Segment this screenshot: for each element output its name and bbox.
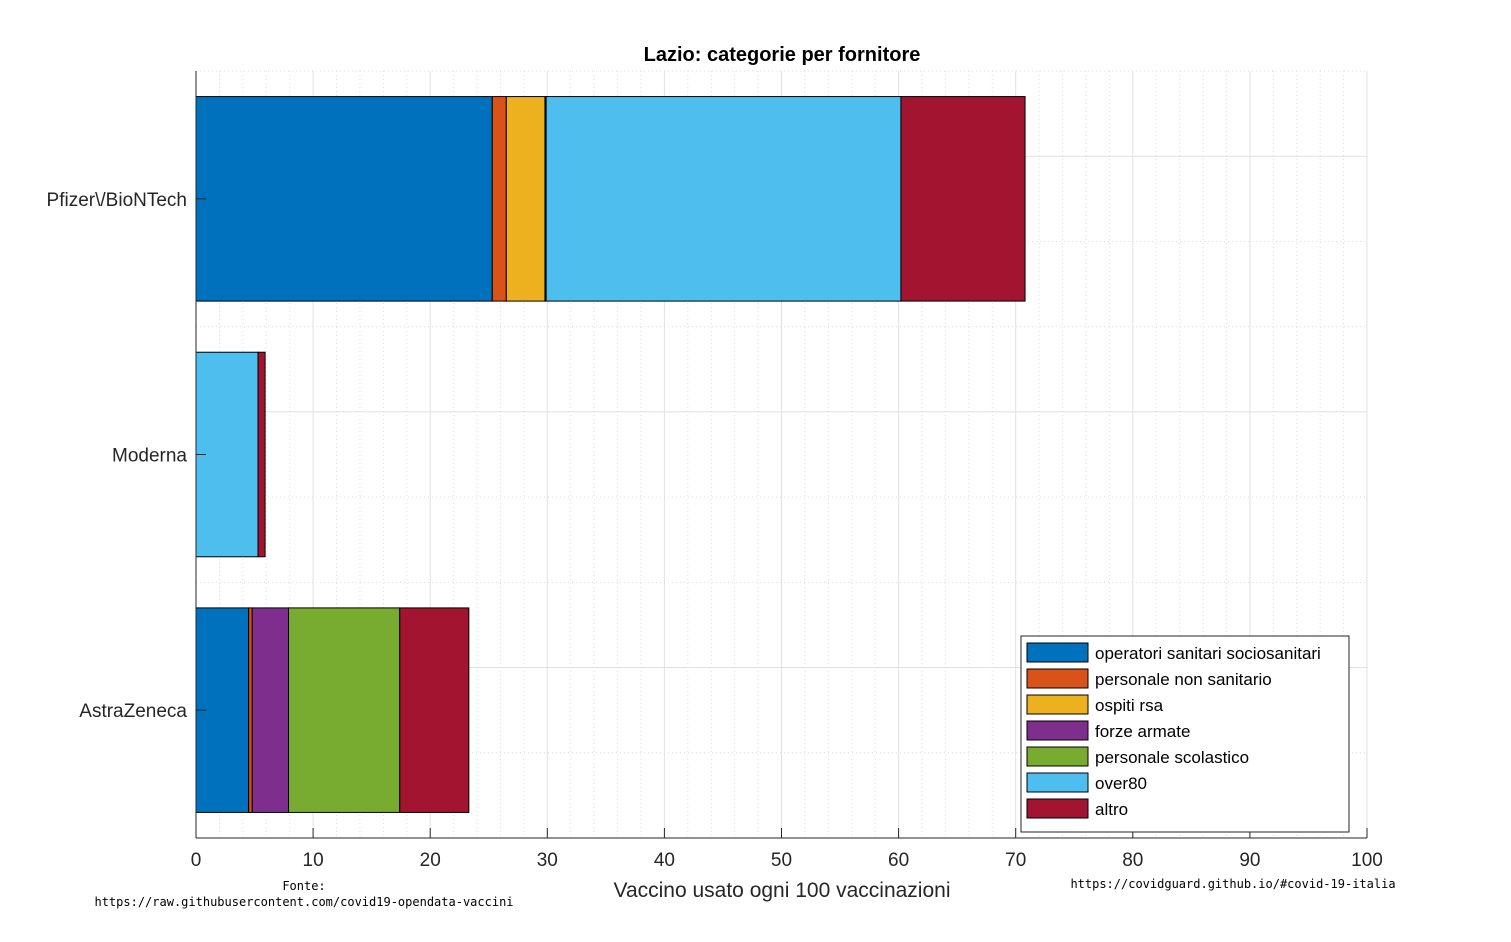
- legend-entry-label: ospiti rsa: [1095, 696, 1164, 715]
- bar-segment: [257, 351, 266, 558]
- legend: operatori sanitari sociosanitari personal…: [1020, 635, 1350, 833]
- x-tick-label: 10: [303, 850, 324, 871]
- source-url: https://raw.githubusercontent.com/covid1…: [94, 895, 513, 909]
- legend-entry-label: altro: [1095, 800, 1128, 819]
- legend-entry-label: over80: [1095, 774, 1147, 793]
- bar-segment: [900, 96, 1026, 302]
- x-tick-label: 90: [1239, 850, 1260, 871]
- axes: [195, 71, 1368, 839]
- bar-segment: [195, 351, 259, 558]
- bar-segment: [195, 96, 493, 302]
- bar-segment: [505, 96, 546, 302]
- y-tick-label: Pfizer\/BioNTech: [47, 190, 187, 211]
- legend-swatch: [1026, 798, 1089, 819]
- legend-entry-label: operatori sanitari sociosanitari: [1095, 644, 1321, 663]
- x-tick-label: 80: [1122, 850, 1143, 871]
- y-tick-label: AstraZeneca: [79, 701, 187, 722]
- y-tick-label: Moderna: [112, 446, 187, 467]
- legend-swatch: [1026, 772, 1089, 793]
- bar-segment: [248, 607, 253, 813]
- bar-segment: [288, 607, 401, 813]
- x-tick-label: 20: [420, 850, 441, 871]
- legend-swatch: [1026, 668, 1089, 689]
- legend-entry-label: personale non sanitario: [1095, 670, 1272, 689]
- bars: [195, 96, 1026, 813]
- x-axis-label: Vaccino usato ogni 100 vaccinazioni: [614, 879, 951, 902]
- x-tick-label: 50: [771, 850, 792, 871]
- bar-segment: [399, 607, 470, 813]
- x-tick-label: 40: [654, 850, 675, 871]
- x-tick-label: 0: [191, 850, 202, 871]
- legend-swatch: [1026, 642, 1089, 663]
- tick-labels: 0 10 20 30 40 50 60 70 80 90 100 Pfizer\/BioNTech Mo…: [47, 190, 1383, 871]
- legend-swatch: [1026, 720, 1089, 741]
- site-url: https://covidguard.github.io/#covid-19-i…: [1070, 877, 1395, 891]
- legend-swatch: [1026, 694, 1089, 715]
- legend-entry-label: personale scolastico: [1095, 748, 1249, 767]
- legend-swatch: [1026, 746, 1089, 767]
- x-tick-label: 30: [537, 850, 558, 871]
- source-label: Fonte:: [282, 879, 325, 893]
- legend-entry-label: forze armate: [1095, 722, 1190, 741]
- x-tick-label: 70: [1005, 850, 1026, 871]
- bar-segment: [251, 607, 290, 813]
- bar-segment: [491, 96, 507, 302]
- chart-title: Lazio: categorie per fornitore: [644, 44, 921, 66]
- bar-segment: [545, 96, 902, 302]
- x-tick-label: 100: [1351, 850, 1383, 871]
- x-tick-label: 60: [888, 850, 909, 871]
